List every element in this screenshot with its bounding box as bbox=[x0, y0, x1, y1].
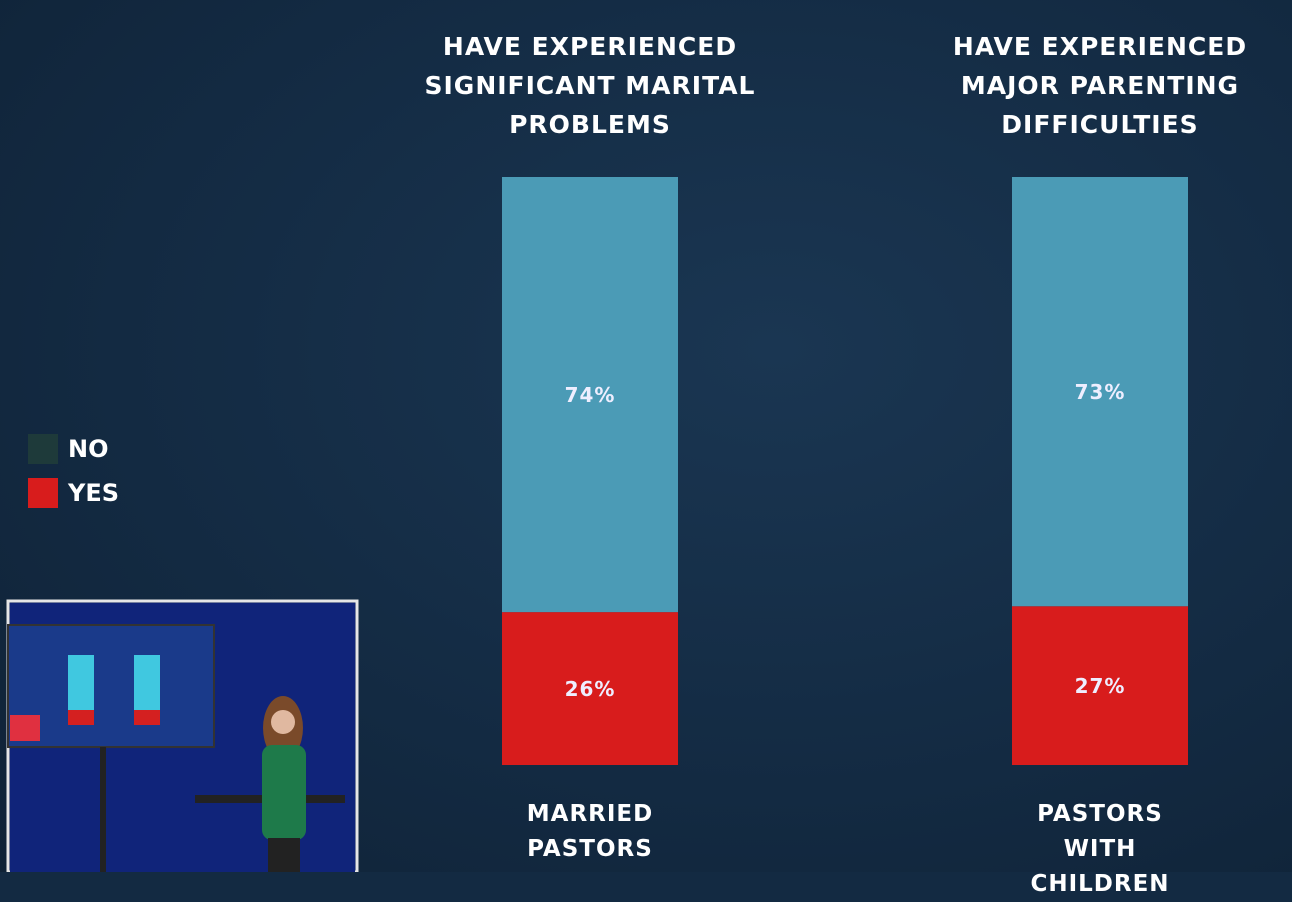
legend-label: YES bbox=[68, 479, 119, 507]
bar-title: HAVE EXPERIENCED SIGNIFICANT MARITAL PRO… bbox=[390, 27, 790, 144]
legend-label: NO bbox=[68, 435, 109, 463]
category-label: PASTORS WITH CHILDREN bbox=[1000, 797, 1200, 902]
slide: HAVE EXPERIENCED SIGNIFICANT MARITAL PRO… bbox=[0, 0, 1292, 872]
value-label: 27% bbox=[1075, 674, 1126, 698]
value-label: 26% bbox=[565, 677, 616, 701]
value-label: 73% bbox=[1075, 380, 1126, 404]
category-label: MARRIED PASTORS bbox=[490, 797, 690, 867]
value-label: 74% bbox=[565, 383, 616, 407]
video-inset bbox=[8, 601, 357, 872]
bar-title: HAVE EXPERIENCED MAJOR PARENTING DIFFICU… bbox=[900, 27, 1292, 144]
legend-swatch bbox=[28, 478, 58, 508]
legend-swatch bbox=[28, 434, 58, 464]
